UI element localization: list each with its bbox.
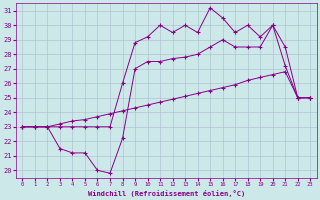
X-axis label: Windchill (Refroidissement éolien,°C): Windchill (Refroidissement éolien,°C) xyxy=(88,190,245,197)
